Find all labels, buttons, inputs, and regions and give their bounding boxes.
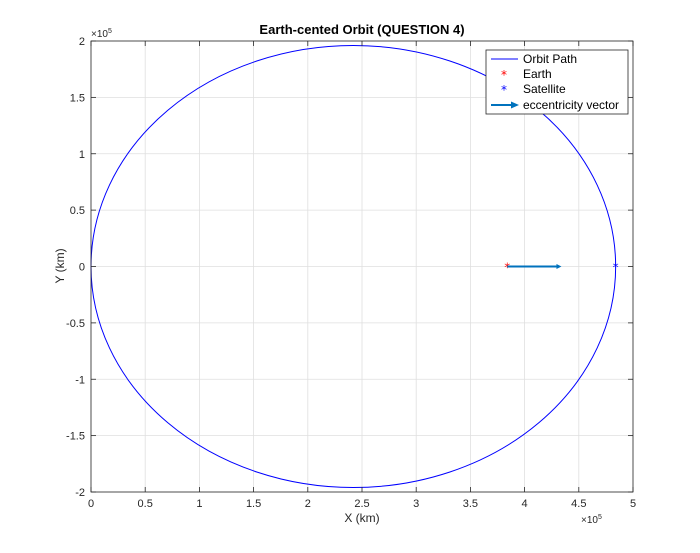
y-tick-label: 0	[79, 262, 85, 274]
y-multiplier-base: ×10	[91, 29, 108, 40]
x-multiplier-exponent: 5	[598, 514, 602, 521]
satellite-marker: *	[613, 261, 619, 275]
x-axis-multiplier: ×105	[581, 514, 602, 526]
y-multiplier-exponent: 5	[108, 28, 112, 35]
legend-satellite-swatch: *	[501, 83, 507, 97]
x-tick-label: 1	[196, 498, 202, 510]
legend-earth-swatch: *	[501, 68, 507, 82]
x-axis-label: X (km)	[344, 511, 379, 525]
x-tick-label: 4.5	[571, 498, 586, 510]
x-tick-label: 5	[630, 498, 636, 510]
eccentricity-vector-head	[556, 264, 562, 269]
y-tick-label: -0.5	[66, 318, 85, 330]
y-axis-label: Y (km)	[53, 248, 67, 283]
x-tick-label: 3.5	[463, 498, 478, 510]
x-tick-label: 0	[88, 498, 94, 510]
chart-title: Earth-cented Orbit (QUESTION 4)	[259, 22, 464, 37]
y-tick-label: -1.5	[66, 431, 85, 443]
x-tick-label: 1.5	[246, 498, 261, 510]
legend: Orbit Path * Earth * Satellite eccentric…	[485, 49, 629, 115]
x-multiplier-base: ×10	[581, 515, 598, 526]
y-tick-label: 2	[79, 36, 85, 48]
x-tick-label: 0.5	[138, 498, 153, 510]
legend-box	[485, 49, 629, 115]
legend-satellite-label: Satellite	[523, 82, 566, 96]
y-tick-label: -1	[75, 374, 85, 386]
legend-arrow-label: eccentricity vector	[523, 98, 619, 112]
legend-orbit-label: Orbit Path	[523, 52, 577, 66]
x-tick-label: 2	[305, 498, 311, 510]
y-tick-label: 0.5	[70, 205, 85, 217]
y-tick-label: 1	[79, 149, 85, 161]
legend-earth-label: Earth	[523, 67, 552, 81]
y-axis-multiplier: ×105	[91, 28, 112, 40]
x-tick-label: 2.5	[354, 498, 369, 510]
y-tick-label: 1.5	[70, 92, 85, 104]
axis-ticks: 0 0.5 1 1.5 2 2.5 3 3.5 4 4.5 5 2 1.5 1 0.5 0 -0.5 -1 -1.5…	[66, 36, 636, 510]
y-tick-label: -2	[75, 487, 85, 499]
x-tick-label: 4	[522, 498, 528, 510]
legend-arrow-head	[511, 101, 519, 109]
x-tick-label: 3	[413, 498, 419, 510]
